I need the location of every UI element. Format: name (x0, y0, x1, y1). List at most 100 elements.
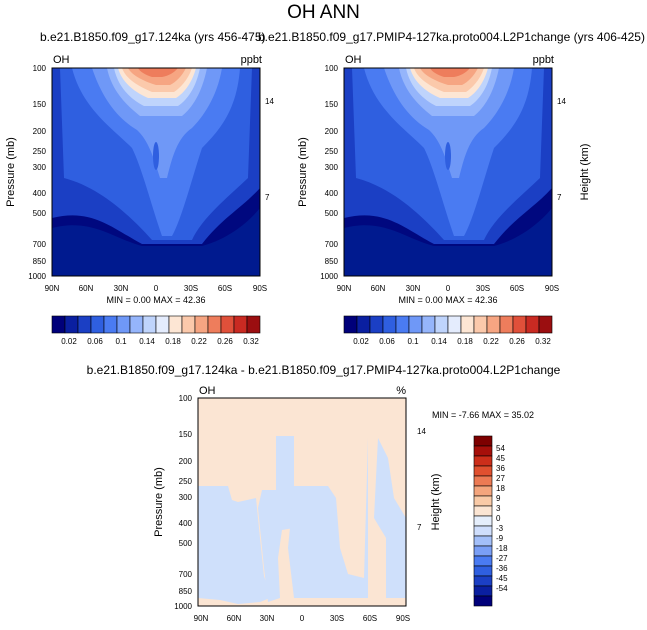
panel3-y2tick: 14 (417, 427, 426, 436)
panel2-ytick: 200 (325, 127, 339, 136)
panel2-ytick: 700 (325, 240, 339, 249)
colorbar-swatch (460, 315, 475, 334)
panel2-ylabel: Pressure (mb) (297, 137, 309, 207)
panel2-ytick: 1000 (320, 272, 338, 281)
colorbar-swatch (473, 525, 493, 537)
panel2-xtick: 30N (406, 284, 421, 293)
colorbar-swatch (473, 435, 493, 447)
cb3-label: 36 (496, 464, 505, 473)
panel1-y2tick: 14 (265, 97, 274, 106)
colorbar-swatch (194, 315, 209, 334)
cb3-label: 54 (496, 444, 505, 453)
panel3-ytick: 300 (179, 493, 193, 502)
colorbar-swatch (408, 315, 423, 334)
panel3-minmax: MIN = -7.66 MAX = 35.02 (432, 410, 535, 420)
cb2-label: 0.22 (483, 337, 499, 346)
cb2-label: 0.1 (407, 337, 419, 346)
panel2-ytick: 250 (325, 147, 339, 156)
panel1-ytick: 150 (33, 100, 47, 109)
colorbar-swatch (395, 315, 410, 334)
panel2-xtick: 0 (446, 284, 451, 293)
panel1-y2tick: 7 (265, 193, 270, 202)
cb1-label: 0.22 (191, 337, 207, 346)
cb1-label: 0.14 (139, 337, 155, 346)
panel1-xtick: 60S (218, 284, 232, 293)
cb2-label: 0.18 (457, 337, 473, 346)
cb3-label: 3 (496, 504, 501, 513)
panel3-xtick: 60S (363, 614, 377, 623)
colorbar-swatch (473, 315, 488, 334)
panel3-ytick: 250 (179, 477, 193, 486)
panel1-ytick: 250 (33, 147, 47, 156)
colorbar-swatch (512, 315, 527, 334)
panel1-ytick: 100 (33, 64, 47, 73)
panel2-xtick: 60N (371, 284, 386, 293)
colorbar-swatch (382, 315, 397, 334)
panel3-ylabel: Pressure (mb) (153, 467, 165, 537)
colorbar-swatch (434, 315, 449, 334)
panel2-ytick: 100 (325, 64, 339, 73)
panel3-xtick: 0 (300, 614, 305, 623)
colorbar-swatch (473, 495, 493, 507)
colorbar-swatch (473, 455, 493, 467)
panel3-plot: OH % 100 150 200 250 300 400 500 700 850… (153, 385, 442, 623)
cb3-label: -27 (496, 554, 508, 563)
colorbar-swatch (473, 505, 493, 517)
panel2-y2tick: 14 (557, 97, 566, 106)
colorbar-swatch (473, 475, 493, 487)
panel2-y2label: Height (km) (579, 144, 591, 201)
figure-title: OH ANN (287, 2, 360, 23)
panel2-right-label: ppbt (533, 54, 554, 66)
panel1-plot: OH ppbt 100 150 200 250 300 400 500 700 … (5, 54, 274, 305)
panel2-y2tick: 7 (557, 193, 562, 202)
colorbar-swatch (421, 315, 436, 334)
panel1-ytick: 400 (33, 189, 47, 198)
cb3-label: 27 (496, 474, 505, 483)
panel3-xtick: 30S (330, 614, 344, 623)
colorbar-swatch (168, 315, 183, 334)
panel2-plot: OH ppbt 100 150 200 250 300 400 500 700 … (297, 54, 591, 305)
panel3-ytick: 700 (179, 570, 193, 579)
cb3-label: -36 (496, 564, 508, 573)
colorbar-swatch (207, 315, 222, 334)
colorbar-swatch (486, 315, 501, 334)
panel3-ytick: 1000 (174, 602, 192, 611)
cb2-label: 0.02 (353, 337, 369, 346)
panel3-xtick: 90N (194, 614, 209, 623)
panel2-colorbar: 0.02 0.06 0.1 0.14 0.18 0.22 0.26 0.32 (343, 315, 553, 346)
panel3-left-label: OH (199, 385, 216, 397)
panel2-ytick: 400 (325, 189, 339, 198)
cb3-label: -45 (496, 574, 508, 583)
cb1-label: 0.06 (87, 337, 103, 346)
panel1-ytick: 1000 (28, 272, 46, 281)
panel1-xtick: 90N (45, 284, 60, 293)
cb1-label: 0.26 (217, 337, 233, 346)
panel1-ytick: 200 (33, 127, 47, 136)
cb2-label: 0.14 (431, 337, 447, 346)
colorbar-swatch (538, 315, 553, 334)
panel3-ytick: 850 (179, 587, 193, 596)
colorbar-swatch (473, 535, 493, 547)
colorbar-swatch (103, 315, 118, 334)
colorbar-swatch (51, 315, 66, 334)
cb2-label: 0.26 (509, 337, 525, 346)
cb3-label: -3 (496, 524, 504, 533)
colorbar-swatch (473, 485, 493, 497)
colorbar-swatch (473, 515, 493, 527)
colorbar-swatch (155, 315, 170, 334)
panel2-xtick: 90S (545, 284, 559, 293)
cb3-label: -18 (496, 544, 508, 553)
colorbar-swatch (343, 315, 358, 334)
panel1-minmax: MIN = 0.00 MAX = 42.36 (106, 295, 205, 305)
colorbar-swatch (90, 315, 105, 334)
panel2-xtick: 60S (510, 284, 524, 293)
panel3-ytick: 150 (179, 430, 193, 439)
panel1-ylabel: Pressure (mb) (5, 137, 17, 207)
panel2-left-label: OH (345, 54, 362, 66)
panel1-ytick: 850 (33, 257, 47, 266)
colorbar-swatch (525, 315, 540, 334)
panel3-xtick: 30N (260, 614, 275, 623)
colorbar-swatch (499, 315, 514, 334)
panel1-ytick: 300 (33, 163, 47, 172)
colorbar-swatch (473, 585, 493, 597)
